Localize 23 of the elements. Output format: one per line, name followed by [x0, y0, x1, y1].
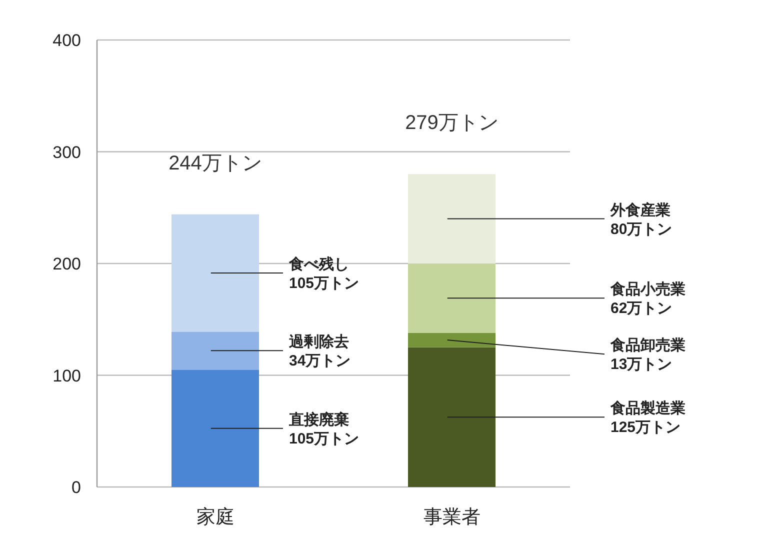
total-label: 244万トン — [168, 152, 262, 174]
x-tick-label: 家庭 — [196, 506, 234, 528]
data-label: 125万トン — [610, 419, 681, 436]
data-label: 80万トン — [610, 220, 672, 238]
x-tick-label: 事業者 — [423, 507, 480, 528]
text: 食品製造業 — [610, 400, 686, 418]
y-tick-label: 300 — [52, 142, 81, 162]
text: 直接廃棄 — [288, 410, 350, 428]
text: 外食産業 — [610, 200, 671, 219]
data-label: 62万トン — [610, 300, 672, 318]
y-tick-label: 400 — [52, 31, 81, 50]
text: 過剰除去 — [288, 334, 350, 351]
y-tick-label: 0 — [72, 478, 81, 497]
total-label: 279万トン — [405, 112, 498, 134]
data-label: 105万トン — [289, 275, 360, 292]
text: 食べ残し — [288, 256, 350, 273]
data-label: 13万トン — [610, 356, 672, 374]
y-tick-label: 100 — [52, 366, 81, 386]
data-label: 34万トン — [289, 352, 351, 370]
data-label: 105万トン — [289, 430, 360, 448]
text: 食品卸売業 — [610, 337, 686, 354]
y-tick-label: 200 — [52, 254, 81, 274]
text: 食品小売業 — [610, 281, 686, 298]
